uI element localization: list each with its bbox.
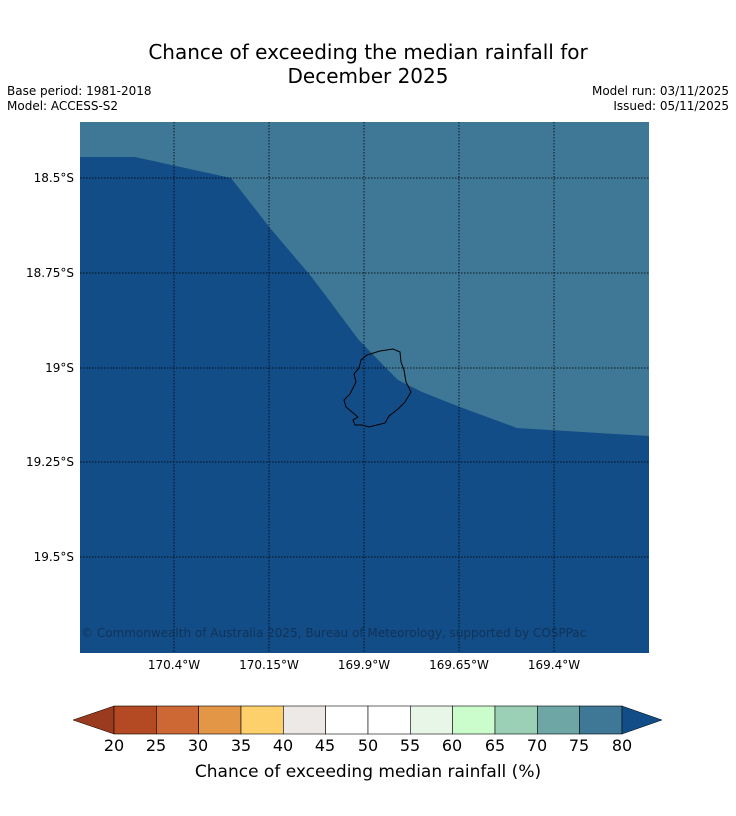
metadata-left: Base period: 1981-2018 Model: ACCESS-S2 <box>7 84 152 114</box>
niue-island-outline <box>343 348 412 428</box>
colorbar-tick-label: 60 <box>441 736 463 755</box>
longitude-label: 169.65°W <box>429 658 489 672</box>
copyright-text: © Commonwealth of Australia 2025, Bureau… <box>81 626 587 640</box>
colorbar-segment <box>410 705 453 735</box>
colorbar <box>73 705 663 735</box>
chart-title-line-2: December 2025 <box>287 64 449 88</box>
latitude-label: 19.25°S <box>26 455 74 469</box>
longitude-label: 170.4°W <box>147 658 201 672</box>
issued-text: Issued: 05/11/2025 <box>613 99 729 113</box>
colorbar-label: Chance of exceeding median rainfall (%) <box>194 762 542 782</box>
colorbar-tick-label: 20 <box>103 736 125 755</box>
latitude-label: 19°S <box>45 361 74 375</box>
chart-title-line-1: Chance of exceeding the median rainfall … <box>148 40 588 64</box>
longitude-gridlines <box>173 122 555 653</box>
colorbar-tick-label: 80 <box>611 736 633 755</box>
colorbar-segments <box>113 705 623 735</box>
colorbar-tick-label: 70 <box>526 736 548 755</box>
colorbar-segment <box>494 705 538 735</box>
base-period-text: Base period: 1981-2018 <box>7 84 152 98</box>
colorbar-segment <box>325 705 369 735</box>
longitude-label: 169.4°W <box>527 658 581 672</box>
colorbar-segment <box>452 705 496 735</box>
colorbar-segment <box>537 705 580 735</box>
colorbar-segment <box>113 705 157 735</box>
latitude-label: 18.5°S <box>33 171 74 185</box>
colorbar-tick-label: 35 <box>230 736 252 755</box>
model-run-text: Model run: 03/11/2025 <box>591 84 729 98</box>
longitude-label: 170.15°W <box>239 658 299 672</box>
colorbar-segment <box>240 705 284 735</box>
colorbar-segment <box>579 705 623 735</box>
latitude-label: 18.75°S <box>26 266 74 280</box>
colorbar-segment <box>367 705 411 735</box>
longitude-label: 169.9°W <box>337 658 391 672</box>
colorbar-tick-label: 50 <box>357 736 379 755</box>
model-text: Model: ACCESS-S2 <box>7 99 119 113</box>
colorbar-segment <box>156 705 199 735</box>
colorbar-segment <box>283 705 326 735</box>
colorbar-over-arrow <box>621 705 663 735</box>
colorbar-tick-label: 75 <box>568 736 590 755</box>
colorbar-tick-label: 25 <box>145 736 167 755</box>
colorbar-tick-label: 30 <box>187 736 209 755</box>
latitude-label: 19.5°S <box>33 550 74 564</box>
colorbar-tick-label: 55 <box>399 736 421 755</box>
metadata-right: Model run: 03/11/2025 Issued: 05/11/2025 <box>592 84 729 114</box>
map-panel: © Commonwealth of Australia 2025, Bureau… <box>80 122 649 653</box>
colorbar-segment <box>198 705 242 735</box>
colorbar-tick-label: 45 <box>314 736 336 755</box>
colorbar-tick-label: 40 <box>272 736 294 755</box>
colorbar-tick-label: 65 <box>484 736 506 755</box>
colorbar-under-arrow <box>73 705 115 735</box>
